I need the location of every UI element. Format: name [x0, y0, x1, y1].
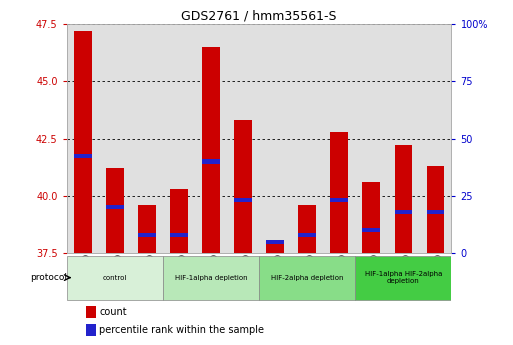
Bar [427, 210, 444, 214]
Bar [363, 228, 380, 232]
Bar [202, 47, 220, 253]
Bar [86, 306, 95, 318]
Text: HIF-1alpha HIF-2alpha
depletion: HIF-1alpha HIF-2alpha depletion [365, 271, 442, 284]
Text: HIF-2alpha depletion: HIF-2alpha depletion [271, 275, 343, 280]
Bar [138, 233, 155, 237]
Bar [170, 189, 188, 253]
Bar [259, 24, 291, 253]
Bar [323, 24, 355, 253]
Bar [291, 24, 323, 253]
Bar [330, 132, 348, 253]
Text: control: control [103, 275, 127, 280]
Bar [86, 324, 95, 336]
Bar [131, 24, 163, 253]
Bar [355, 24, 387, 253]
Bar [266, 244, 284, 253]
Bar [106, 205, 124, 209]
Bar [259, 256, 355, 300]
Bar [74, 154, 91, 158]
Bar [299, 205, 316, 253]
Bar [394, 210, 412, 214]
Bar [67, 24, 98, 253]
Title: GDS2761 / hmm35561-S: GDS2761 / hmm35561-S [181, 10, 337, 23]
Bar [163, 24, 195, 253]
Text: HIF-1alpha depletion: HIF-1alpha depletion [174, 275, 247, 280]
Bar [299, 233, 316, 237]
Bar [266, 239, 284, 244]
Bar [363, 182, 380, 253]
Bar [427, 166, 444, 253]
Bar [420, 24, 451, 253]
Bar [234, 198, 252, 203]
Bar [202, 159, 220, 164]
Bar [106, 168, 124, 253]
Bar [387, 24, 420, 253]
Text: percentile rank within the sample: percentile rank within the sample [100, 325, 264, 335]
Bar [355, 256, 451, 300]
Bar [234, 120, 252, 253]
Bar [170, 233, 188, 237]
Bar [74, 31, 91, 253]
Bar [138, 205, 155, 253]
Bar [195, 24, 227, 253]
Bar [67, 256, 163, 300]
Bar [330, 198, 348, 203]
Bar [394, 146, 412, 253]
Bar [163, 256, 259, 300]
Text: protocol: protocol [30, 273, 67, 282]
Bar [227, 24, 259, 253]
Bar [98, 24, 131, 253]
Text: count: count [100, 307, 127, 317]
